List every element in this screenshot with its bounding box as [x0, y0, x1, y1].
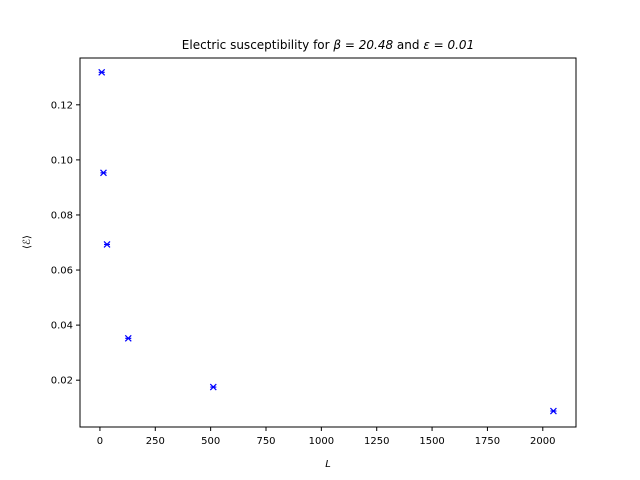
x-axis-label: L [325, 459, 331, 470]
data-point-marker [124, 334, 132, 342]
x-tick-label: 1000 [309, 436, 334, 447]
chart-title: Electric susceptibility for β = 20.48 an… [182, 38, 474, 52]
y-tick-label: 0.08 [51, 210, 73, 221]
y-axis-ticks: 0.02 0.04 0.06 0.08 0.10 0.12 [51, 100, 80, 387]
x-tick-label: 250 [146, 436, 165, 447]
data-point-marker [209, 383, 217, 391]
x-tick-label: 2000 [530, 436, 555, 447]
title-and: and [393, 38, 423, 52]
x-tick-label: 750 [256, 436, 275, 447]
data-markers [98, 68, 557, 415]
x-axis-ticks: 0 250 500 750 1000 1250 1500 1750 2000 [97, 427, 556, 447]
x-tick-label: 1500 [419, 436, 444, 447]
y-tick-label: 0.12 [51, 100, 73, 111]
data-point-marker [549, 407, 557, 415]
y-tick-label: 0.06 [51, 266, 73, 277]
x-tick-label: 500 [201, 436, 220, 447]
title-prefix: Electric susceptibility for [182, 38, 334, 52]
x-tick-label: 0 [97, 436, 103, 447]
y-tick-label: 0.04 [51, 321, 73, 332]
data-point-marker [103, 241, 111, 248]
title-beta: β = 20.48 [332, 38, 393, 52]
title-epsilon: ε = 0.01 [423, 38, 474, 52]
x-tick-label: 1250 [364, 436, 389, 447]
y-tick-label: 0.10 [51, 155, 73, 166]
plot-frame [79, 57, 577, 428]
y-axis-label: ⟨ℰ⟩ [22, 235, 33, 249]
data-point-marker [98, 68, 106, 76]
data-point-marker [100, 169, 107, 177]
x-tick-label: 1750 [475, 436, 500, 447]
y-tick-label: 0.02 [51, 376, 73, 387]
